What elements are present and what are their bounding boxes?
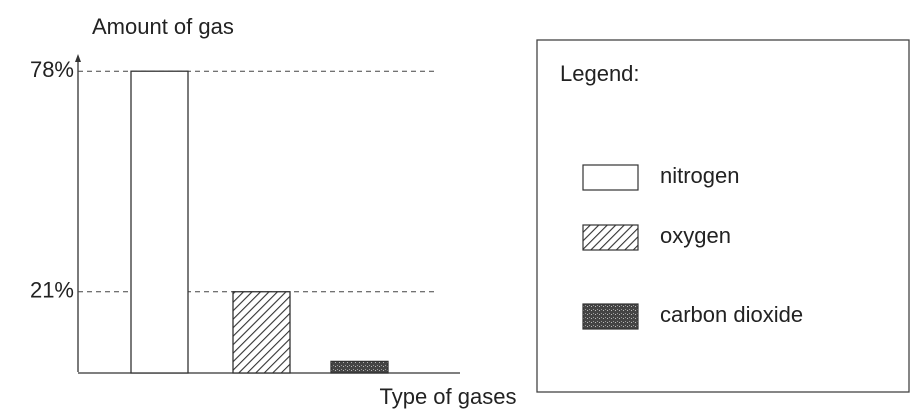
- legend-swatch: [582, 164, 639, 191]
- y-axis-label: Amount of gas: [92, 14, 234, 39]
- legend-box: [536, 39, 910, 393]
- legend-label: nitrogen: [660, 163, 740, 188]
- legend-swatch: [582, 303, 639, 330]
- legend-title: Legend:: [560, 61, 640, 86]
- bar: [232, 291, 291, 374]
- bar: [330, 360, 389, 374]
- y-tick-label: 78%: [30, 57, 74, 82]
- legend-swatch: [582, 224, 639, 251]
- legend-label: carbon dioxide: [660, 302, 803, 327]
- bar: [130, 70, 189, 374]
- legend-label: oxygen: [660, 223, 731, 248]
- y-axis-arrow: [75, 54, 81, 62]
- y-tick-label: 21%: [30, 278, 74, 303]
- x-axis-label: Type of gases: [380, 384, 517, 409]
